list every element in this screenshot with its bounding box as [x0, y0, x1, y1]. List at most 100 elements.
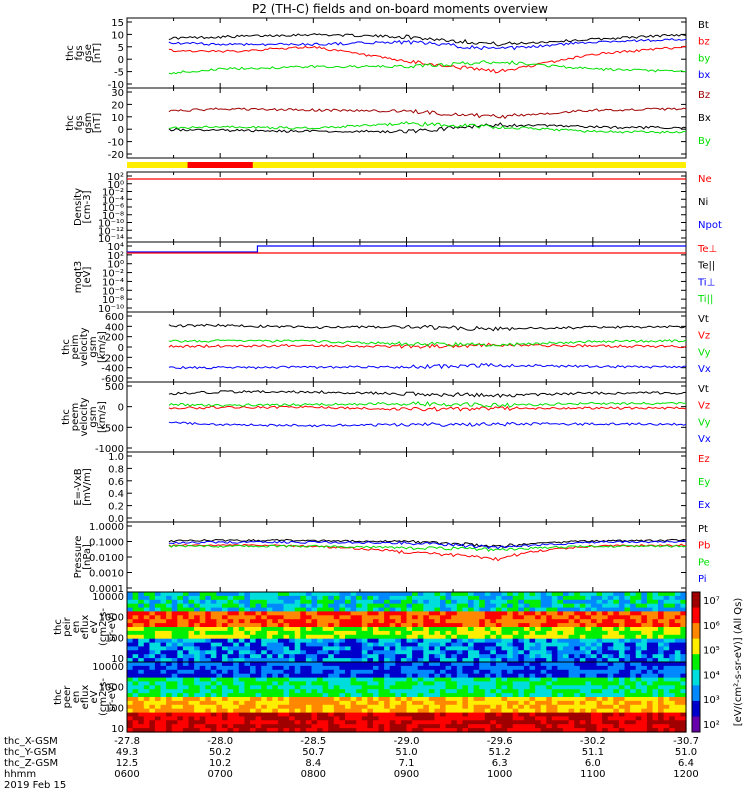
- spectrogram-cell: [233, 619, 240, 624]
- spectrogram-cell: [563, 689, 570, 694]
- spectrogram-cell: [205, 595, 212, 601]
- spectrogram-cell: [210, 716, 217, 721]
- spectrogram-cell: [428, 693, 436, 698]
- spectrogram-cell: [238, 619, 245, 624]
- spectrogram-cell: [462, 708, 469, 714]
- spectrogram-cell: [250, 693, 257, 698]
- spectrogram-cell: [635, 630, 642, 636]
- spectrogram-cell: [199, 630, 206, 636]
- spectrogram-cell: [345, 603, 352, 609]
- spectrogram-cell: [652, 630, 659, 636]
- spectrogram-cell: [322, 634, 329, 640]
- spectrogram-cell: [395, 681, 402, 686]
- spectrogram-cell: [283, 704, 290, 710]
- spectrogram-cell: [523, 623, 531, 628]
- spectrogram-cell: [529, 708, 536, 714]
- spectrogram-cell: [607, 704, 614, 710]
- spectrogram-cell: [484, 673, 491, 679]
- spectrogram-cell: [591, 603, 598, 609]
- spectrogram-cell: [361, 599, 368, 605]
- spectrogram-cell: [277, 708, 285, 714]
- spectrogram-cell: [138, 697, 145, 702]
- spectrogram-cell: [244, 623, 251, 628]
- spectrogram-cell: [160, 716, 167, 721]
- spectrogram-cell: [585, 646, 592, 651]
- spectrogram-cell: [182, 611, 190, 616]
- spectrogram-cell: [233, 677, 240, 683]
- spectrogram-cell: [328, 630, 335, 636]
- spectrogram-cell: [289, 700, 296, 706]
- spectrogram-cell: [356, 595, 363, 601]
- spectrogram-cell: [160, 638, 167, 644]
- spectrogram-cell: [194, 607, 201, 613]
- spectrogram-cell: [618, 704, 626, 710]
- spectrogram-cell: [367, 662, 374, 667]
- spectrogram-cell: [417, 716, 424, 721]
- spectrogram-cell: [440, 634, 447, 640]
- spectrogram-cell: [635, 720, 642, 725]
- spectrogram-cell: [674, 689, 681, 694]
- spectrogram-cell: [261, 615, 268, 620]
- spectrogram-cell: [468, 673, 475, 679]
- spectrogram-cell: [138, 650, 145, 655]
- spectrogram-cell: [602, 669, 609, 675]
- spectrogram-cell: [283, 716, 290, 721]
- spectrogram-cell: [339, 681, 346, 686]
- spectrogram-cell: [277, 650, 285, 655]
- spectrogram-cell: [210, 689, 217, 694]
- spectrogram-cell: [305, 669, 313, 675]
- spectrogram-cell: [535, 677, 542, 683]
- spectrogram-cell: [602, 646, 609, 651]
- spectrogram-cell: [669, 720, 676, 725]
- spectrogram-cell: [384, 595, 391, 601]
- spectrogram-cell: [154, 623, 162, 628]
- spectrogram-cell: [199, 681, 206, 686]
- spectrogram-cell: [277, 592, 285, 597]
- spectrogram-cell: [389, 654, 396, 659]
- spectrogram-cell: [574, 619, 581, 624]
- series-Pi: [168, 540, 687, 550]
- spectrogram-cell: [143, 662, 150, 667]
- spectrogram-cell: [468, 665, 475, 671]
- spectrogram-cell: [618, 716, 626, 721]
- spectrogram-cell: [406, 693, 413, 698]
- spectrogram-cell: [479, 623, 486, 628]
- spectrogram-cell: [160, 724, 167, 729]
- spectrogram-cell: [624, 708, 631, 714]
- spectrogram-cell: [551, 595, 558, 601]
- spectrogram-cell: [658, 689, 665, 694]
- spectrogram-cell: [618, 724, 626, 729]
- spectrogram-cell: [300, 623, 307, 628]
- spectrogram-cell: [456, 615, 463, 620]
- spectrogram-cell: [182, 689, 190, 694]
- spectrogram-cell: [523, 700, 531, 706]
- spectrogram-cell: [171, 650, 178, 655]
- colorbar-tick-label: 10³: [703, 695, 720, 706]
- spectrogram-cell: [154, 689, 162, 694]
- legend-Vz: Vz: [698, 331, 710, 342]
- spectrogram-cell: [138, 720, 145, 725]
- spectrogram-cell: [518, 689, 525, 694]
- spectrogram-cell: [166, 665, 173, 671]
- spectrogram-cell: [311, 650, 318, 655]
- spectrogram-cell: [412, 650, 419, 655]
- spectrogram-cell: [389, 681, 396, 686]
- spectrogram-cell: [468, 712, 475, 718]
- spectrogram-cell: [154, 658, 162, 663]
- spectrogram-cell: [568, 630, 575, 636]
- spectrogram-cell: [210, 693, 217, 698]
- spectrogram-cell: [495, 619, 503, 624]
- spectrogram-cell: [557, 627, 564, 632]
- spectrogram-cell: [535, 638, 542, 644]
- spectrogram-cell: [339, 669, 346, 675]
- spectrogram-cell: [367, 700, 374, 706]
- spectrogram-cell: [417, 665, 424, 671]
- spectrogram-cell: [518, 599, 525, 605]
- spectrogram-cell: [613, 662, 620, 667]
- spectrogram-cell: [456, 599, 463, 605]
- spectrogram-cell: [272, 677, 279, 683]
- spectrogram-cell: [579, 619, 586, 624]
- spectrogram-cell: [238, 720, 245, 725]
- spectrogram-cell: [244, 607, 251, 613]
- spectrogram-cell: [317, 728, 324, 733]
